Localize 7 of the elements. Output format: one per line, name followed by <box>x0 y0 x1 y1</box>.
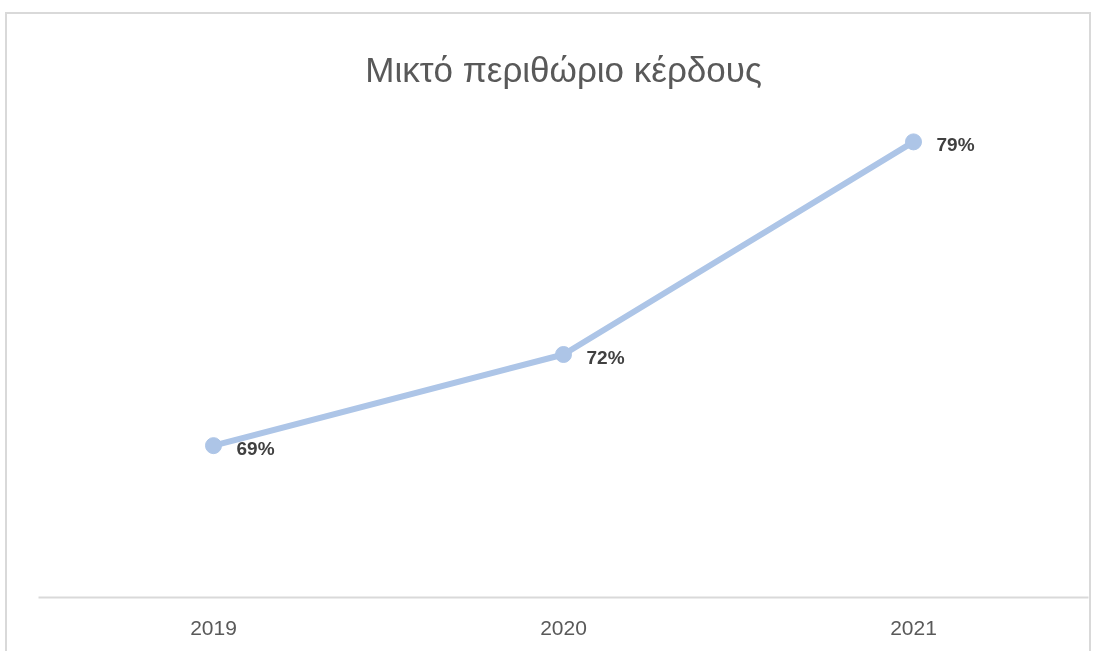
x-tick-label: 2021 <box>890 615 937 639</box>
data-label: 79% <box>936 134 975 156</box>
x-tick-label: 2020 <box>540 615 587 639</box>
data-label: 72% <box>586 347 625 368</box>
x-tick-label: 2019 <box>190 615 237 639</box>
chart-title: Μικτό περιθώριο κέρδους <box>365 49 762 89</box>
data-label: 69% <box>236 438 275 460</box>
